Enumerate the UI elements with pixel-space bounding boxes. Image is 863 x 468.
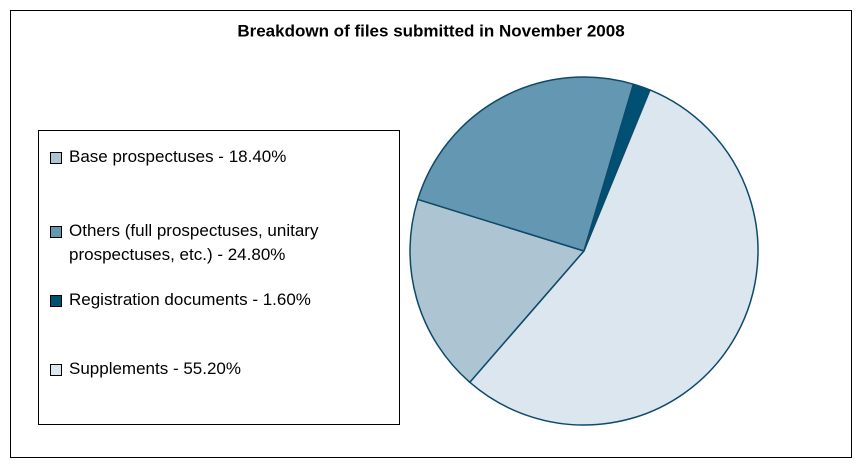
legend-item: Supplements - 55.20% <box>50 357 395 381</box>
legend-label: Others (full prospectuses, unitary prosp… <box>69 221 319 264</box>
legend-swatch <box>50 364 62 376</box>
legend-item: Base prospectuses - 18.40% <box>50 145 395 169</box>
pie-slice <box>469 89 759 426</box>
legend-swatch <box>50 295 62 307</box>
legend-label: Supplements - 55.20% <box>69 359 241 378</box>
legend-label: Registration documents - 1.60% <box>69 290 311 309</box>
legend-swatch <box>50 152 62 164</box>
legend-item: Others (full prospectuses, unitary prosp… <box>50 219 395 267</box>
legend-item: Registration documents - 1.60% <box>50 288 395 312</box>
legend-swatch <box>50 226 62 238</box>
pie-slice <box>417 76 635 252</box>
legend: Base prospectuses - 18.40% Others (full p… <box>38 130 400 425</box>
chart-title: Breakdown of files submitted in November… <box>237 21 624 40</box>
legend-label: Base prospectuses - 18.40% <box>69 147 287 166</box>
pie-slice <box>409 198 585 384</box>
